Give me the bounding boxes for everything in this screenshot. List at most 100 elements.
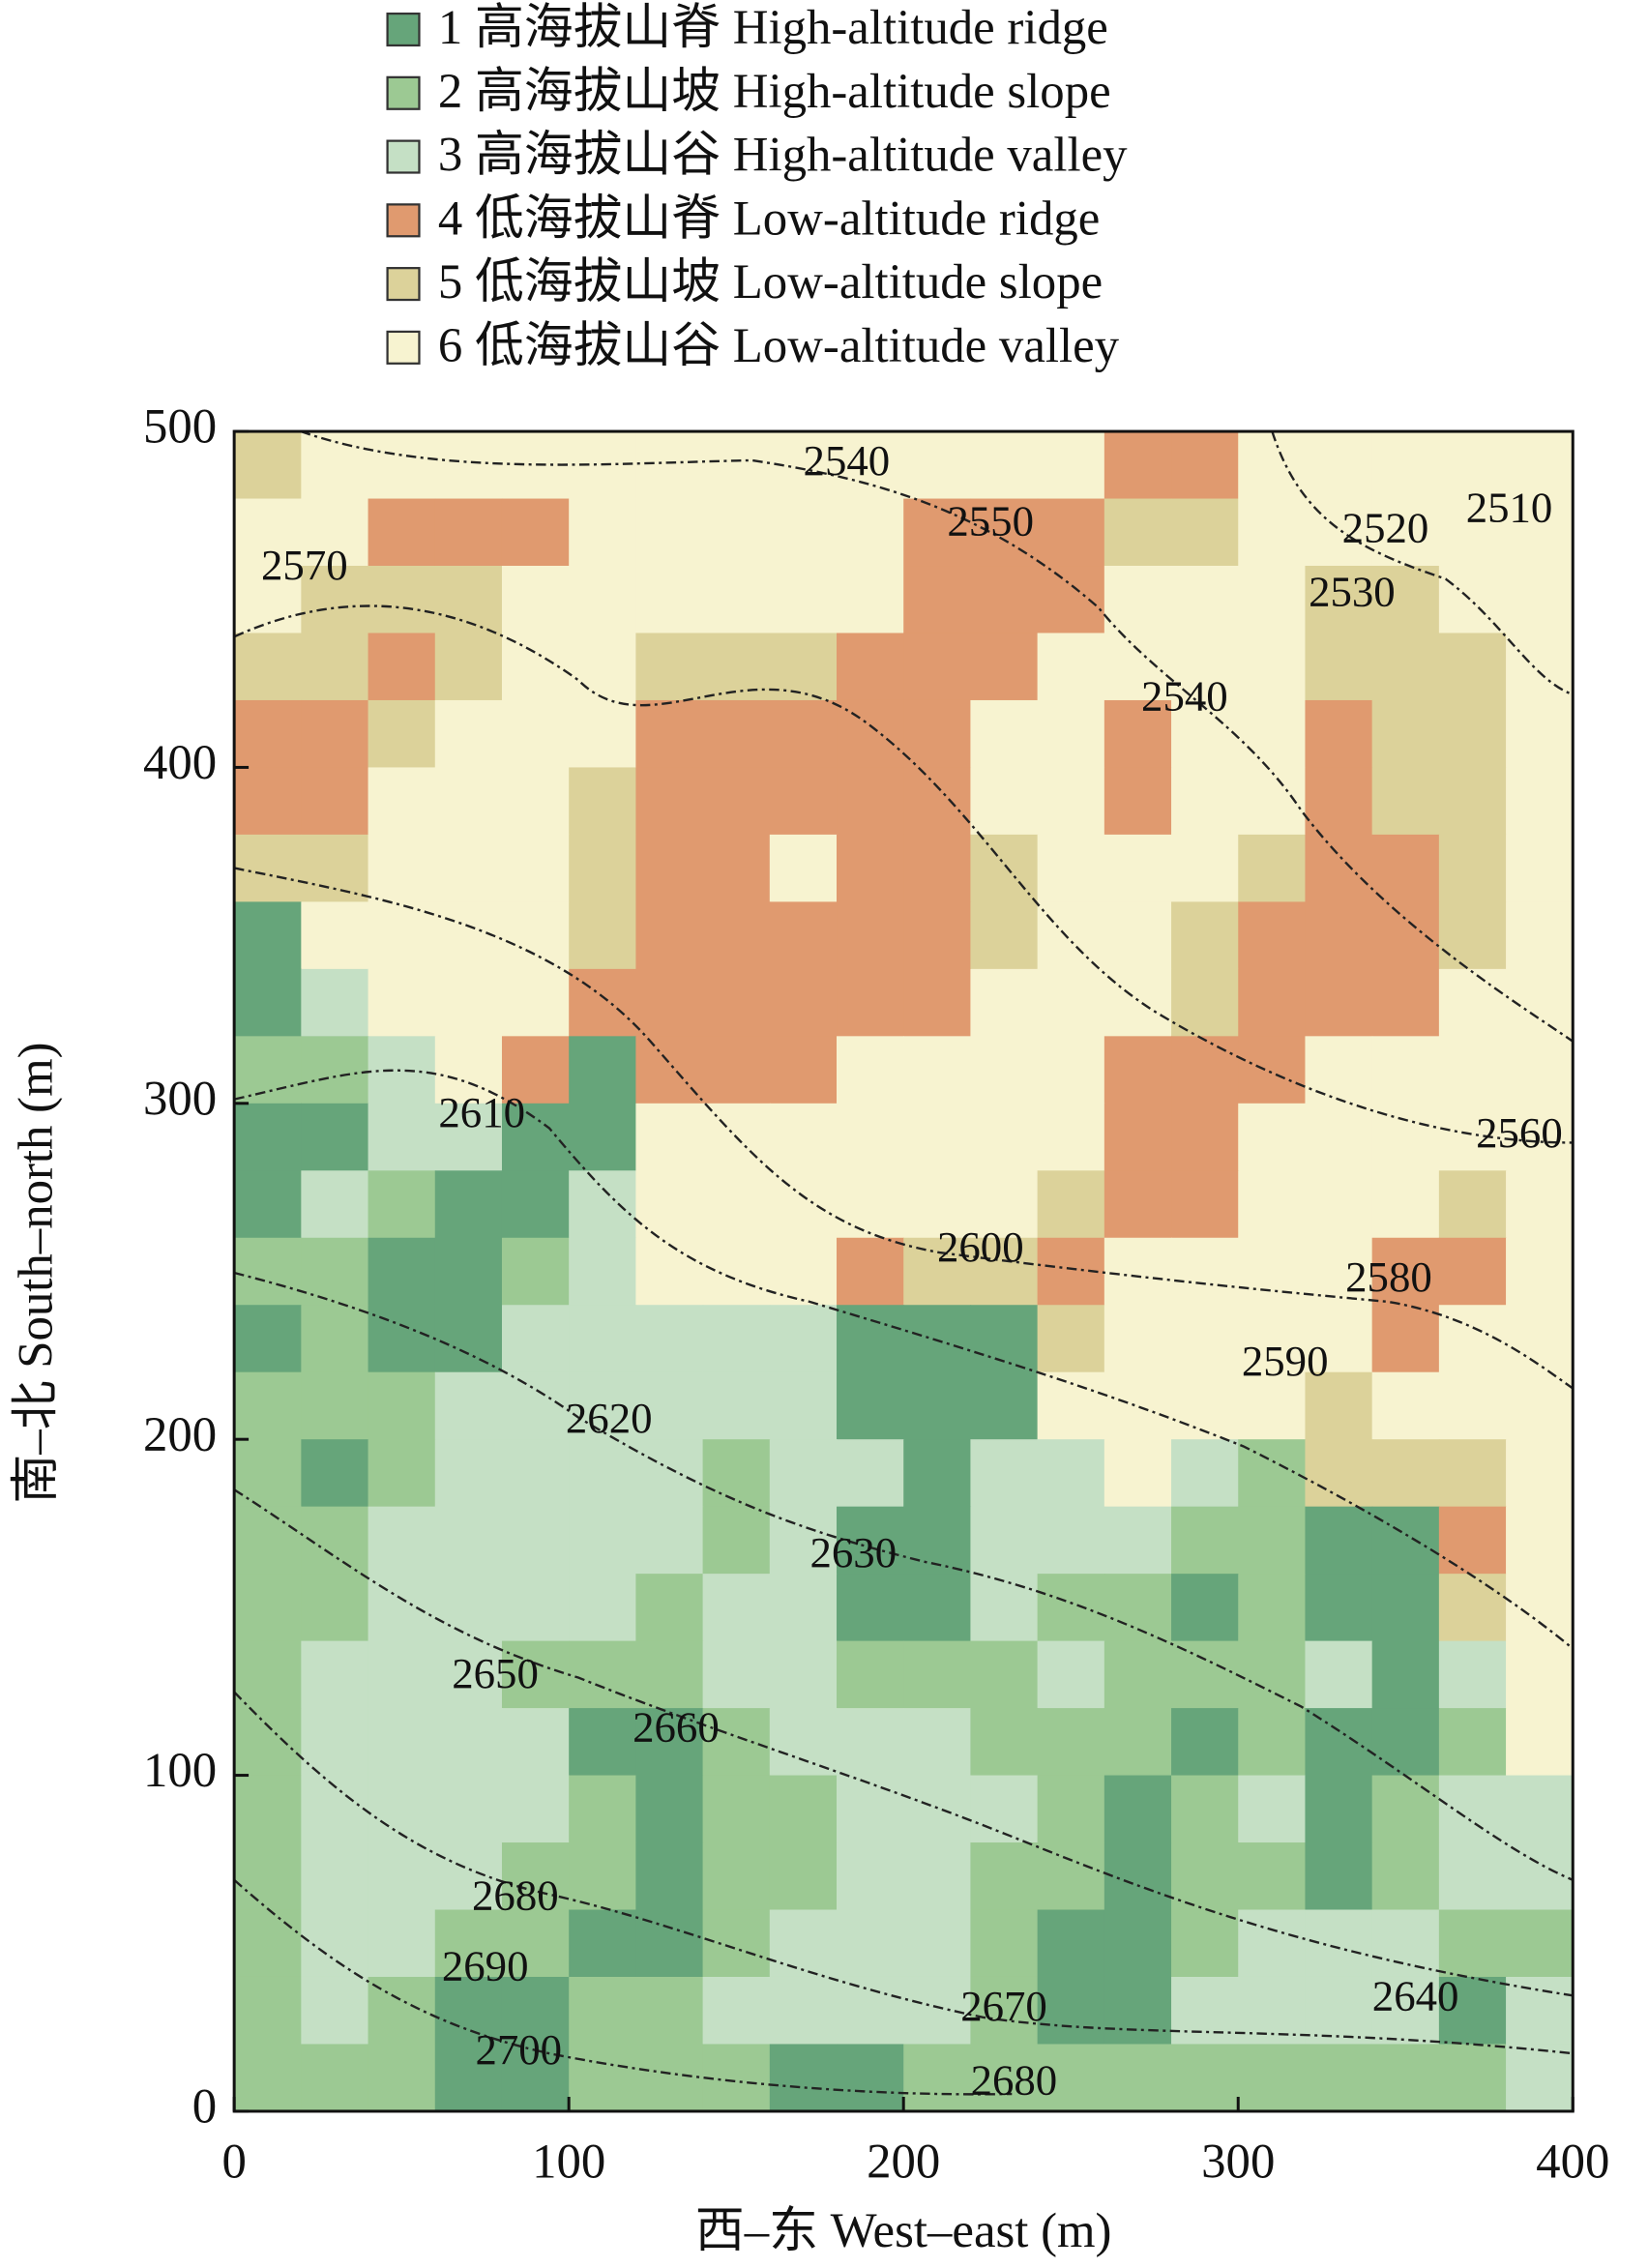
contour-label: 2570 <box>261 541 348 589</box>
cell <box>837 1708 904 1777</box>
cell <box>970 1371 1039 1440</box>
cell <box>1371 968 1440 1038</box>
cell <box>1438 1775 1507 1843</box>
cell <box>301 1909 369 1978</box>
cell <box>635 431 704 500</box>
cell <box>970 1439 1039 1508</box>
cell <box>1506 767 1574 836</box>
contour-line <box>233 1069 1574 1650</box>
cell <box>569 1842 637 1911</box>
cell <box>702 1305 771 1373</box>
cell <box>301 901 369 970</box>
cell <box>837 1775 904 1843</box>
contour-label: 2680 <box>472 1870 559 1919</box>
cell <box>1305 1305 1373 1373</box>
cell <box>434 1237 503 1306</box>
cell <box>1371 1237 1440 1306</box>
contour-label: 2520 <box>1342 504 1429 552</box>
cell <box>1506 834 1574 903</box>
cell <box>635 901 704 970</box>
cell <box>970 699 1039 769</box>
cell <box>1238 699 1307 769</box>
cell <box>1238 1103 1307 1172</box>
cell <box>1104 431 1172 500</box>
cell <box>1171 1842 1239 1911</box>
cell <box>1305 901 1373 970</box>
cell <box>234 1842 303 1911</box>
cell <box>1104 1775 1172 1843</box>
cell <box>1438 968 1507 1038</box>
cell <box>1506 2044 1574 2112</box>
cell <box>1371 498 1440 567</box>
contour-label: 2580 <box>1345 1252 1432 1301</box>
cell <box>501 1574 570 1642</box>
cell <box>635 1708 704 1777</box>
cell <box>501 901 570 970</box>
cell <box>1506 1170 1574 1239</box>
cell <box>1438 1237 1507 1306</box>
cell <box>368 1103 436 1172</box>
cell <box>702 1708 771 1777</box>
cell <box>569 1909 637 1978</box>
cell <box>234 699 303 769</box>
cell <box>1238 1371 1307 1440</box>
cell <box>569 1708 637 1777</box>
cell <box>635 633 704 701</box>
cell <box>970 633 1039 701</box>
cell <box>1104 1036 1172 1105</box>
cell <box>970 1237 1039 1306</box>
cell <box>1104 1506 1172 1575</box>
cell <box>1104 1976 1172 2046</box>
cell <box>1305 1103 1373 1172</box>
cell <box>1506 566 1574 634</box>
cell <box>569 1976 637 2046</box>
cell <box>1104 1103 1172 1172</box>
cell <box>635 1036 704 1105</box>
cell <box>1506 1036 1574 1105</box>
cell <box>434 767 503 836</box>
cell <box>1104 1439 1172 1508</box>
cell <box>569 498 637 567</box>
cell <box>837 1640 904 1709</box>
cell <box>970 968 1039 1038</box>
cell <box>234 1371 303 1440</box>
contour-label: 2670 <box>960 1982 1047 2030</box>
cell <box>1371 2044 1440 2112</box>
cell <box>434 1574 503 1642</box>
cell <box>769 767 838 836</box>
cell <box>1506 1439 1574 1508</box>
cell <box>1305 834 1373 903</box>
cell <box>769 1842 838 1911</box>
cell <box>1037 1909 1105 1978</box>
y-tick-label: 400 <box>143 735 217 789</box>
cell <box>234 1574 303 1642</box>
cell <box>1371 1708 1440 1777</box>
cell <box>501 1103 570 1172</box>
contour-label: 2510 <box>1466 484 1553 532</box>
cell <box>1305 1775 1373 1843</box>
cell <box>970 498 1039 567</box>
cell <box>702 1439 771 1508</box>
cell <box>903 2044 972 2112</box>
cell <box>1305 431 1373 500</box>
cell <box>1037 1842 1105 1911</box>
cell <box>1438 1506 1507 1575</box>
cell <box>702 1170 771 1239</box>
cell <box>837 1237 904 1306</box>
cell <box>769 1439 838 1508</box>
cell <box>1371 633 1440 701</box>
cell <box>970 566 1039 634</box>
y-tick-label: 100 <box>143 1743 217 1797</box>
cell <box>837 1170 904 1239</box>
cell <box>1305 1842 1373 1911</box>
cell <box>368 1506 436 1575</box>
cell <box>702 1506 771 1575</box>
cell <box>1171 1775 1239 1843</box>
cell <box>970 1036 1039 1105</box>
cell <box>1171 1237 1239 1306</box>
contour-line <box>233 1691 1574 2055</box>
cell <box>1104 699 1172 769</box>
cell <box>903 498 972 567</box>
contour-label: 2620 <box>566 1394 653 1442</box>
cell <box>1305 767 1373 836</box>
